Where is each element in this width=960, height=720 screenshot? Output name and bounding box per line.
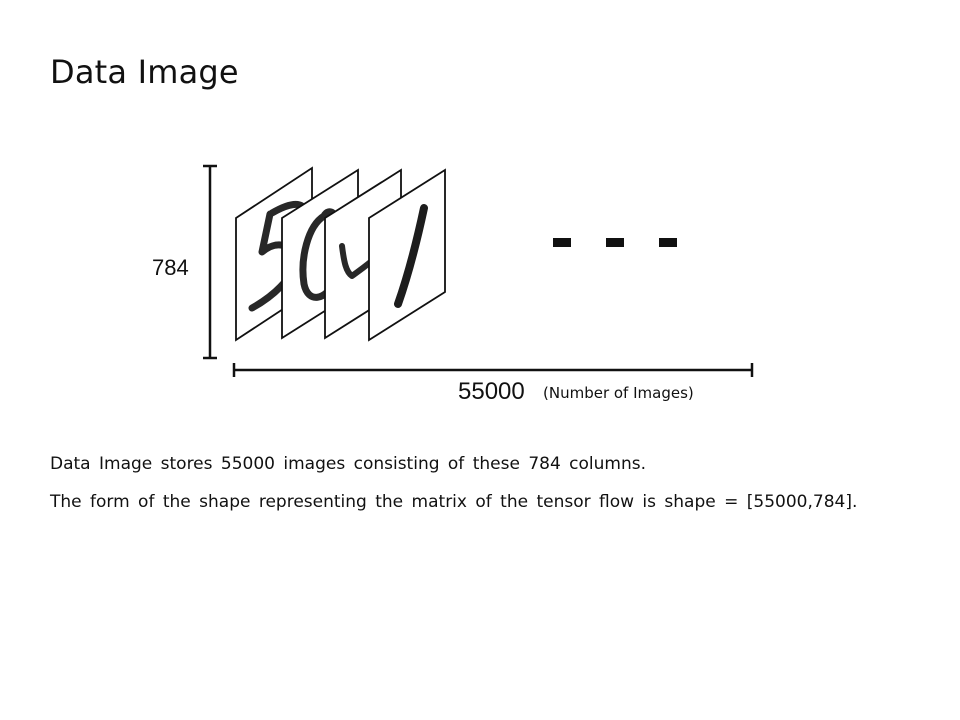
description-line-2: The form of the shape representing the m… [50,492,858,512]
width-caption: (Number of Images) [543,384,694,402]
image-card-digit-1 [368,168,446,342]
height-dimension-bracket [203,164,217,360]
slide-title: Data Image [50,53,239,91]
ellipsis-dashes [553,238,677,247]
width-dimension-bracket [232,363,754,377]
height-label: 784 [152,255,189,280]
width-label: 55000 [458,378,525,405]
description-line-1: Data Image stores 55000 images consistin… [50,454,647,474]
